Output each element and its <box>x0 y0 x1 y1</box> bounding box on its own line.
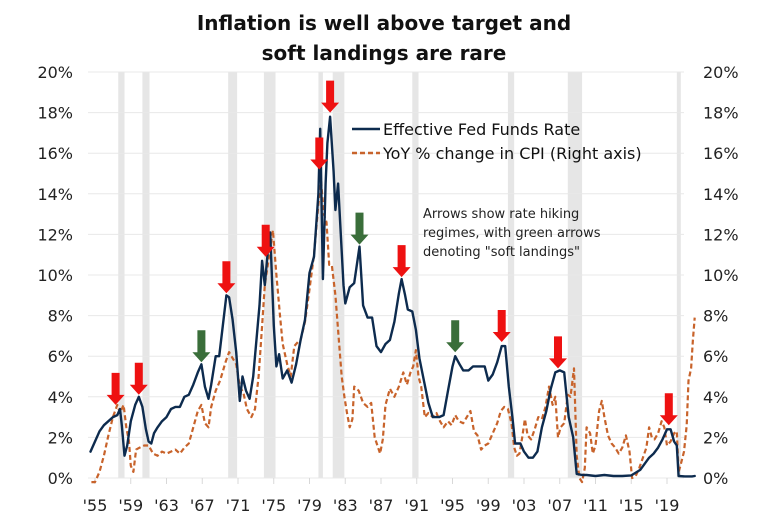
x-tick-label: '11 <box>583 496 608 515</box>
hike-arrow <box>256 224 275 257</box>
legend-label-fed-funds: Effective Fed Funds Rate <box>383 120 580 139</box>
y-tick-label-left: 4% <box>48 388 73 407</box>
y-tick-label-right: 6% <box>703 347 728 366</box>
annotation-line-3: denoting "soft landings" <box>423 245 580 260</box>
y-tick-label-right: 12% <box>703 225 739 244</box>
soft-landing-arrow <box>192 330 211 363</box>
y-tick-label-right: 16% <box>703 144 739 163</box>
x-tick-label: '63 <box>154 496 179 515</box>
hike-arrow <box>129 362 148 395</box>
y-tick-label-left: 20% <box>37 63 73 82</box>
y-tick-label-right: 8% <box>703 307 728 326</box>
legend-label-cpi: YoY % change in CPI (Right axis) <box>382 144 642 163</box>
hike-arrow <box>392 245 411 278</box>
y-axis-right: 0% 2% 4% 6% 8% 10% 12% 14% 16% 18% 20% <box>703 63 739 488</box>
x-tick-label: '95 <box>440 496 465 515</box>
y-tick-label-right: 4% <box>703 388 728 407</box>
x-tick-label: '87 <box>369 496 394 515</box>
y-tick-label-left: 6% <box>48 347 73 366</box>
chart-title-line-2: soft landings are rare <box>262 41 507 65</box>
x-tick-label: '07 <box>547 496 572 515</box>
x-tick-label: '15 <box>619 496 644 515</box>
y-tick-label-left: 8% <box>48 307 73 326</box>
chart-title-line-1: Inflation is well above target and <box>197 11 571 35</box>
y-tick-label-right: 0% <box>703 469 728 488</box>
y-tick-label-left: 14% <box>37 185 73 204</box>
hike-arrow <box>321 80 340 113</box>
annotation-note: Arrows show rate hiking regimes, with gr… <box>423 207 601 260</box>
y-tick-label-right: 2% <box>703 428 728 447</box>
soft-landing-arrow <box>446 320 465 353</box>
hike-arrow <box>549 336 567 369</box>
series-line-cpi <box>91 180 696 484</box>
annotation-line-1: Arrows show rate hiking <box>423 207 579 222</box>
hike-arrows <box>106 80 678 426</box>
hike-arrow <box>492 310 511 342</box>
soft-landing-arrow <box>350 212 369 245</box>
annotation-line-2: regimes, with green arrows <box>423 226 601 241</box>
y-tick-label-right: 18% <box>703 104 739 123</box>
x-tick-label: '83 <box>333 496 358 515</box>
x-tick-label: '99 <box>476 496 501 515</box>
x-axis: '55 '59 '63 '67 '71 '75 '79 '83 '87 '91 '95 '99 '03 '… <box>83 496 680 515</box>
x-tick-label: '91 <box>404 496 429 515</box>
y-tick-label-right: 10% <box>703 266 739 285</box>
y-tick-label-left: 16% <box>37 144 73 163</box>
y-tick-label-left: 18% <box>37 104 73 123</box>
y-tick-label-left: 0% <box>48 469 73 488</box>
hike-arrow <box>217 261 236 294</box>
x-tick-label: '79 <box>297 496 322 515</box>
series-lines <box>89 115 696 484</box>
legend: Effective Fed Funds Rate YoY % change in… <box>352 120 642 163</box>
x-tick-label: '19 <box>655 496 680 515</box>
hike-arrow <box>659 393 678 426</box>
y-tick-label-left: 2% <box>48 428 73 447</box>
x-tick-label: '71 <box>226 496 251 515</box>
y-axis-left: 0% 2% 4% 6% 8% 10% 12% 14% 16% 18% 20% <box>37 63 73 488</box>
y-tick-label-right: 14% <box>703 185 739 204</box>
series-line-fed-funds <box>89 115 696 478</box>
x-tick-label: '67 <box>190 496 215 515</box>
y-tick-label-left: 12% <box>37 225 73 244</box>
hike-arrow <box>106 372 125 405</box>
x-tick-label: '03 <box>512 496 537 515</box>
x-tick-label: '75 <box>261 496 286 515</box>
gridlines <box>88 71 684 479</box>
y-tick-label-left: 10% <box>37 266 73 285</box>
hike-arrow <box>310 137 329 170</box>
x-tick-label: '59 <box>118 496 143 515</box>
x-tick-label: '55 <box>83 496 108 515</box>
y-tick-label-right: 20% <box>703 63 739 82</box>
